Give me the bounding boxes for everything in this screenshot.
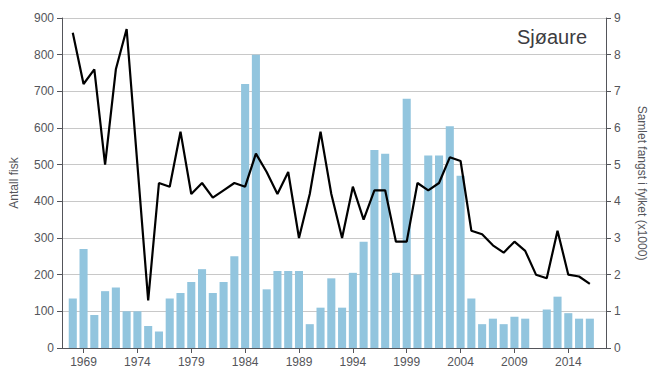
svg-text:100: 100 [34,304,54,318]
svg-text:1979: 1979 [178,355,205,369]
svg-text:9: 9 [614,11,621,25]
svg-text:5: 5 [614,158,621,172]
svg-text:200: 200 [34,268,54,282]
svg-text:1994: 1994 [339,355,366,369]
svg-text:400: 400 [34,194,54,208]
svg-text:2004: 2004 [447,355,474,369]
svg-text:800: 800 [34,48,54,62]
svg-text:3: 3 [614,231,621,245]
svg-text:1969: 1969 [70,355,97,369]
svg-text:1999: 1999 [393,355,420,369]
svg-text:300: 300 [34,231,54,245]
svg-text:1: 1 [614,304,621,318]
svg-text:2: 2 [614,268,621,282]
svg-text:2014: 2014 [555,355,582,369]
svg-text:Samlet fangst i fylket (x1000): Samlet fangst i fylket (x1000) [635,106,649,261]
svg-text:8: 8 [614,48,621,62]
svg-text:2009: 2009 [501,355,528,369]
svg-text:1974: 1974 [124,355,151,369]
svg-text:7: 7 [614,84,621,98]
svg-text:Antall fisk: Antall fisk [7,156,21,208]
svg-text:Sjøaure: Sjøaure [517,26,587,48]
svg-text:4: 4 [614,194,621,208]
svg-text:6: 6 [614,121,621,135]
svg-text:1989: 1989 [286,355,313,369]
svg-text:0: 0 [614,341,621,355]
svg-text:0: 0 [47,341,54,355]
svg-text:700: 700 [34,84,54,98]
svg-text:600: 600 [34,121,54,135]
svg-text:500: 500 [34,158,54,172]
svg-text:1984: 1984 [232,355,259,369]
svg-text:900: 900 [34,11,54,25]
